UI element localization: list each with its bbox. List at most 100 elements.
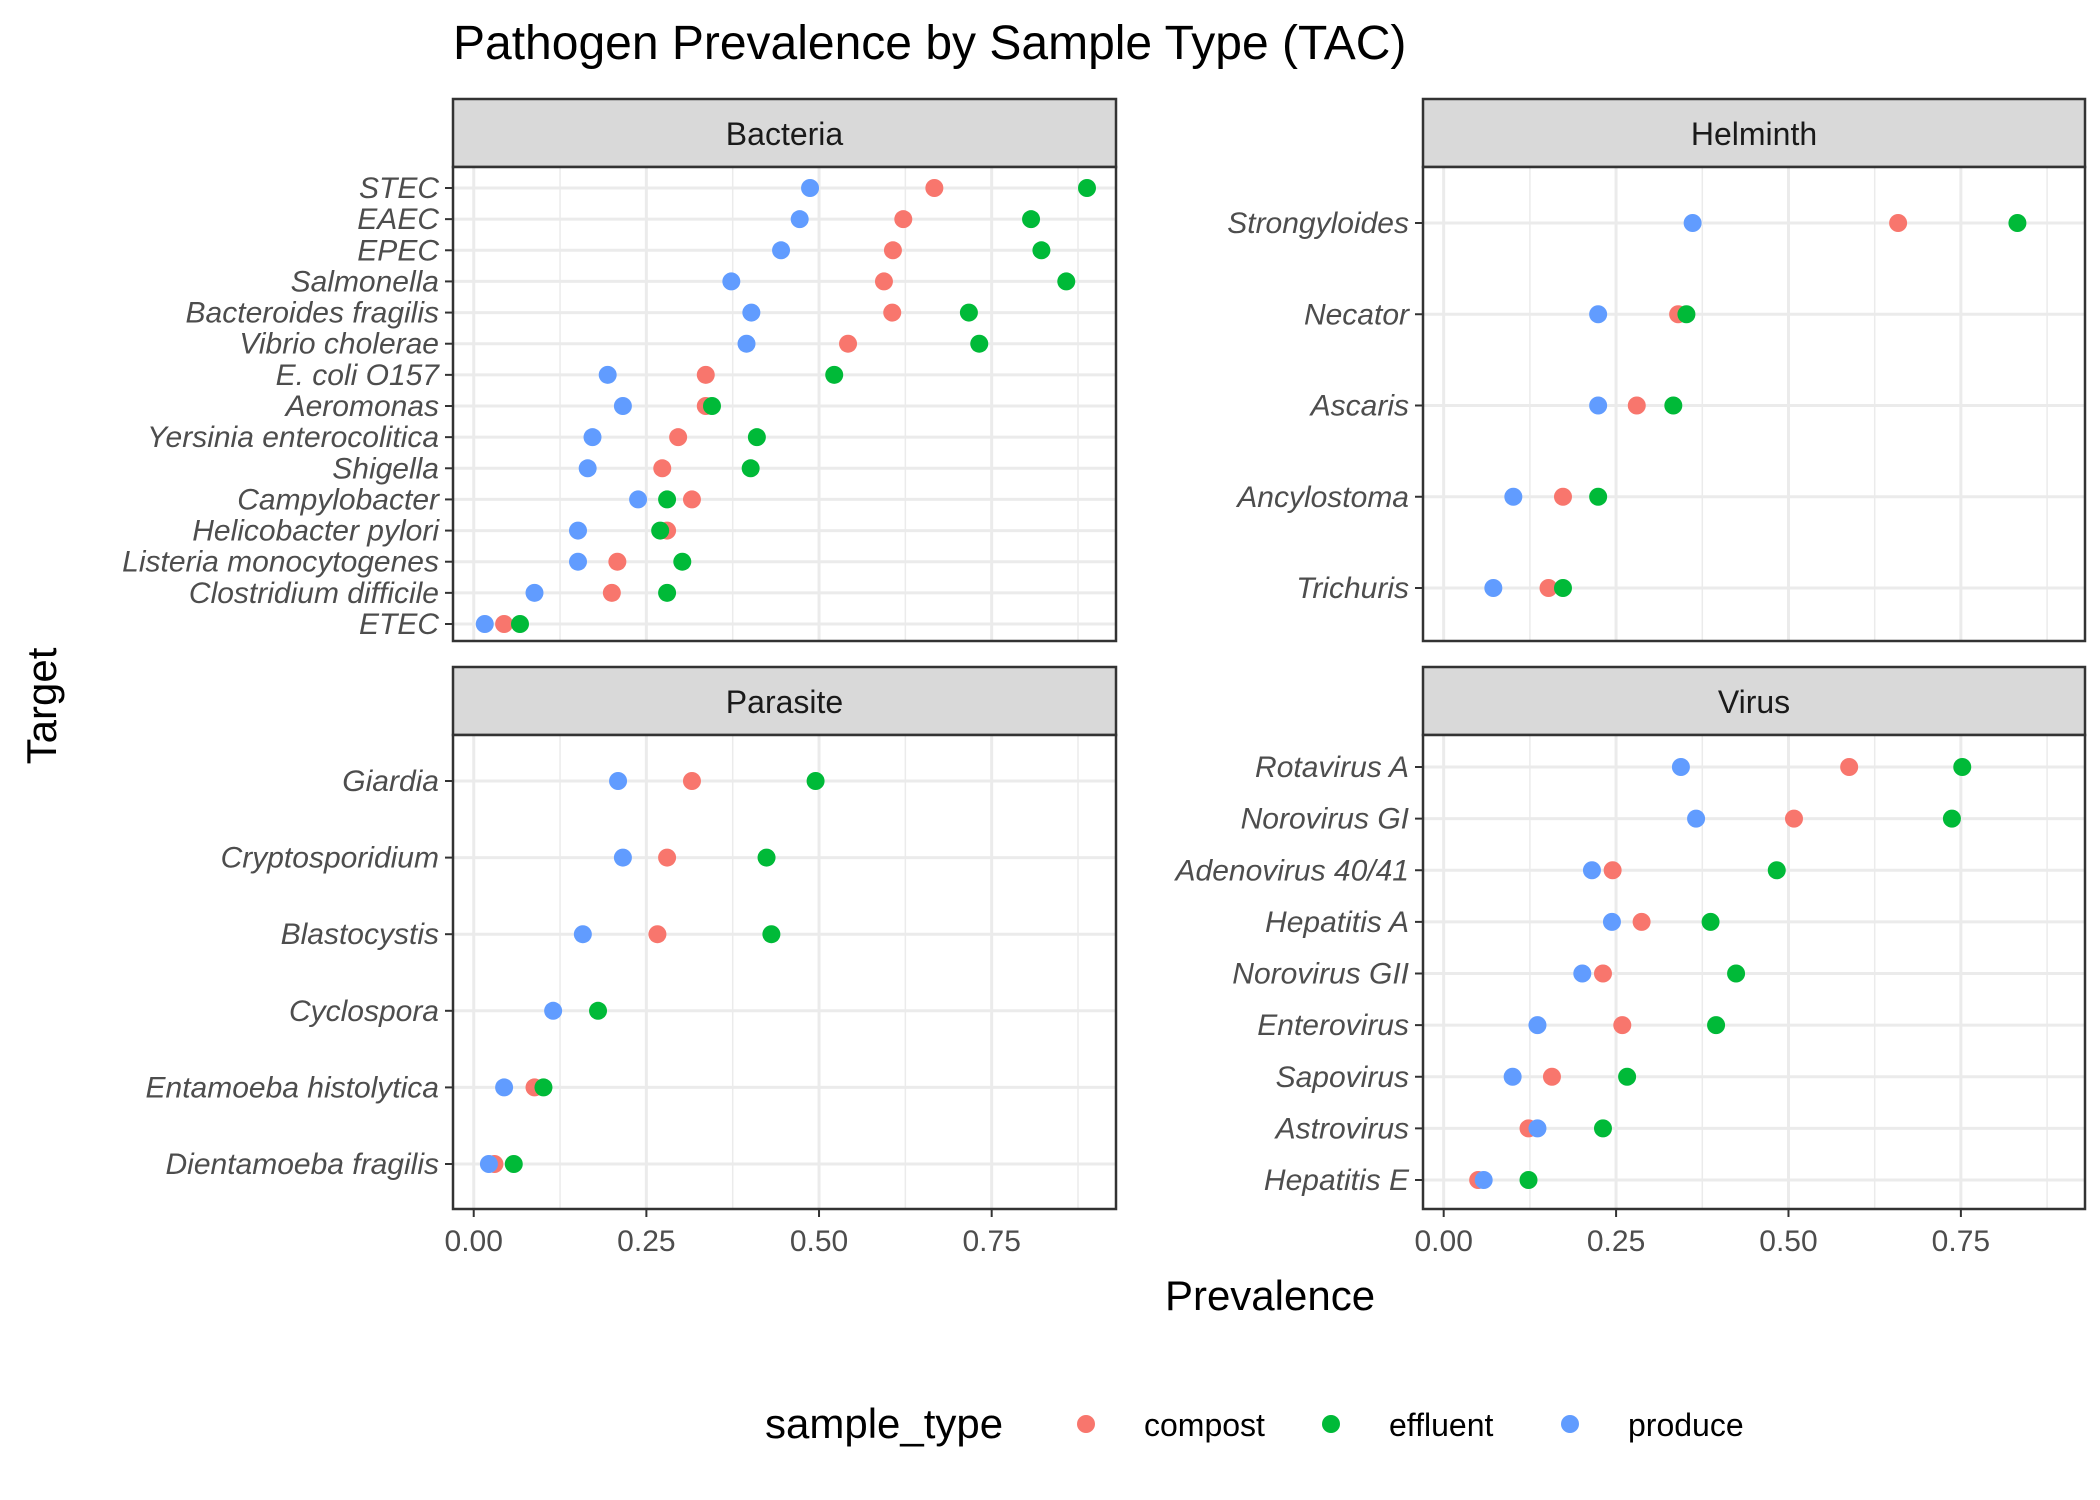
point-produce-norovirus-gii [1573, 964, 1592, 983]
point-effluent-cyclospora [589, 1001, 608, 1020]
point-produce-eaec [790, 210, 809, 229]
x-tick-label: 0.50 [1759, 1225, 1817, 1258]
legend-label-compost: compost [1144, 1407, 1265, 1443]
point-compost-hepatitis-a [1632, 912, 1651, 931]
point-effluent-eaec [1022, 210, 1041, 229]
point-produce-clostridium-difficile [525, 583, 544, 602]
point-effluent-ascaris [1664, 396, 1683, 415]
point-effluent-etec [510, 615, 529, 633]
point-effluent-enterovirus [1707, 1016, 1726, 1035]
point-produce-entamoeba-histolytica [495, 1078, 514, 1097]
category-label: Yersinia enterocolitica [147, 421, 439, 454]
point-effluent-shigella [741, 459, 760, 478]
category-label: Norovirus GII [1232, 958, 1409, 991]
category-label: Vibrio cholerae [239, 328, 439, 361]
category-label: ETEC [359, 608, 439, 641]
point-effluent-vibrio-cholerae [970, 334, 989, 353]
panel-bacteria: Bacteria STECEAECEPECSalmonellaBacteroide… [122, 97, 1118, 643]
legend-key-compost [1077, 1415, 1095, 1433]
point-effluent-strongyloides [2008, 214, 2027, 232]
point-effluent-bacteroides-fragilis [959, 303, 978, 322]
point-compost-adenovirus-40-41 [1603, 861, 1622, 880]
point-effluent-rotavirus-a [1953, 758, 1972, 776]
facet-strip-virus [1421, 665, 2087, 737]
point-effluent-norovirus-gii [1727, 964, 1746, 983]
category-label: Salmonella [291, 265, 439, 298]
point-effluent-e-coli-o157 [825, 365, 844, 384]
point-produce-bacteroides-fragilis [742, 303, 761, 322]
point-effluent-norovirus-gi [1942, 809, 1961, 828]
point-effluent-hepatitis-e [1519, 1171, 1538, 1189]
point-produce-adenovirus-40-41 [1582, 861, 1601, 880]
plot-area-bacteria [453, 167, 1116, 641]
facet-label-bacteria: Bacteria [726, 116, 844, 152]
category-label: Strongyloides [1227, 207, 1409, 240]
category-label: Hepatitis E [1264, 1164, 1410, 1197]
point-produce-cyclospora [544, 1001, 563, 1020]
point-compost-yersinia-enterocolitica [669, 428, 688, 447]
category-label: Bacteroides fragilis [186, 297, 439, 330]
legend-label-produce: produce [1628, 1407, 1744, 1443]
point-produce-stec [801, 179, 820, 197]
point-effluent-clostridium-difficile [658, 583, 677, 602]
category-label: Clostridium difficile [189, 577, 439, 610]
point-effluent-ancylostoma [1589, 487, 1608, 506]
category-label: Helicobacter pylori [192, 515, 440, 548]
panels-layer: Bacteria STECEAECEPECSalmonellaBacteroide… [122, 97, 2087, 1258]
category-label: E. coli O157 [276, 359, 441, 392]
chart-title: Pathogen Prevalence by Sample Type (TAC) [453, 17, 1406, 70]
facet-strip-bacteria [451, 97, 1118, 169]
point-produce-giardia [609, 772, 628, 790]
y-axis-title: Target [18, 647, 65, 764]
category-label: Necator [1304, 298, 1410, 331]
point-compost-blastocystis [648, 925, 667, 944]
point-compost-eaec [894, 210, 913, 229]
panel-parasite: Parasite Giardia Cryptosporidium Blastocyst… [146, 665, 1118, 1258]
point-compost-vibrio-cholerae [839, 334, 858, 353]
point-produce-trichuris [1484, 579, 1503, 597]
point-compost-rotavirus-a [1840, 758, 1859, 776]
point-compost-campylobacter [682, 490, 701, 509]
panel-helminth: Helminth Strongyloides Necator Ascaris Ancyl… [1227, 97, 2087, 643]
point-produce-strongyloides [1683, 214, 1702, 232]
point-effluent-necator [1677, 305, 1696, 324]
point-compost-shigella [653, 459, 672, 478]
point-produce-norovirus-gi [1687, 809, 1706, 828]
point-compost-norovirus-gi [1784, 809, 1803, 828]
x-tick-label: 0.75 [962, 1225, 1020, 1258]
category-label: Listeria monocytogenes [122, 546, 439, 579]
facet-label-helminth: Helminth [1691, 116, 1817, 152]
point-effluent-cryptosporidium [757, 848, 776, 867]
category-label: Ascaris [1309, 390, 1409, 423]
point-produce-ascaris [1589, 396, 1608, 415]
point-compost-cryptosporidium [658, 848, 677, 867]
category-label: Norovirus GI [1241, 803, 1409, 836]
category-label: Ancylostoma [1235, 481, 1409, 514]
plot-area-parasite [453, 735, 1116, 1209]
legend-key-effluent [1322, 1415, 1340, 1433]
point-effluent-yersinia-enterocolitica [747, 428, 766, 447]
category-label: Adenovirus 40/41 [1174, 854, 1410, 887]
point-produce-blastocystis [573, 925, 592, 944]
point-effluent-dientamoeba-fragilis [504, 1155, 523, 1173]
point-produce-enterovirus [1528, 1016, 1547, 1035]
point-compost-etec [495, 615, 514, 633]
point-produce-ancylostoma [1504, 487, 1523, 506]
panel-border-parasite [451, 733, 1118, 1211]
point-effluent-astrovirus [1593, 1119, 1612, 1138]
point-effluent-entamoeba-histolytica [534, 1078, 553, 1097]
category-label: Hepatitis A [1265, 906, 1409, 939]
point-effluent-helicobacter-pylori [651, 521, 670, 540]
point-produce-salmonella [722, 272, 741, 291]
x-tick-label: 0.50 [790, 1225, 848, 1258]
facet-strip-helminth [1421, 97, 2087, 169]
category-label: Giardia [342, 765, 439, 798]
category-label: Enterovirus [1257, 1009, 1409, 1042]
category-label: Sapovirus [1276, 1061, 1409, 1094]
x-tick-label: 0.00 [1414, 1225, 1472, 1258]
point-effluent-aeromonas [702, 397, 721, 415]
panel-virus: Virus Rotavirus A Norovirus GI Adenovirus 4… [1174, 665, 2087, 1258]
point-effluent-adenovirus-40-41 [1767, 861, 1786, 880]
category-label: Cyclospora [289, 995, 439, 1028]
category-label: Blastocystis [281, 918, 439, 951]
